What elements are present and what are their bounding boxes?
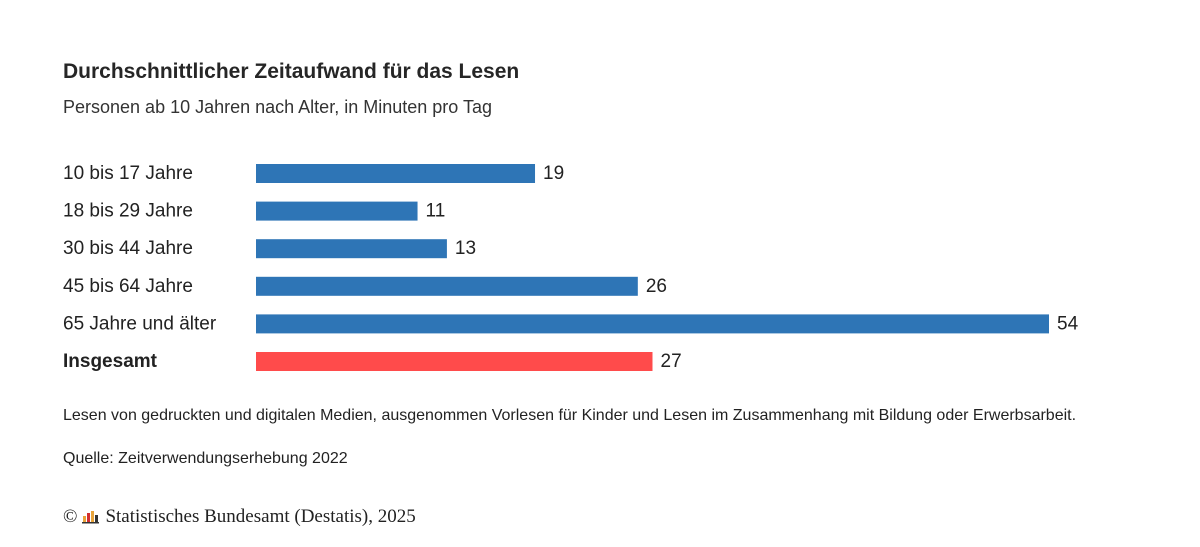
bar [256,239,447,259]
bar [256,276,638,296]
bar [256,164,536,183]
bar-total [256,352,653,371]
chart-subtitle: Personen ab 10 Jahren nach Alter, in Min… [63,97,492,117]
value-label: 27 [661,351,682,372]
bar [256,201,418,221]
copyright-text: Statistisches Bundesamt (Destatis), 2025 [105,506,416,527]
value-label: 19 [543,163,564,184]
category-label: 65 Jahre und älter [63,313,217,334]
destatis-logo-icon [82,511,100,524]
value-label: 13 [455,238,476,259]
value-label: 54 [1057,313,1079,334]
category-label: Insgesamt [63,351,158,372]
category-label: 18 bis 29 Jahre [63,201,193,222]
value-label: 11 [426,201,446,222]
category-label: 45 bis 64 Jahre [63,276,193,297]
copyright-symbol: © [63,506,78,527]
copyright: © Statistisches Bundesamt (Destatis), 20… [63,506,416,528]
category-label: 30 bis 44 Jahre [63,238,193,259]
bar-chart: 10 bis 17 Jahre 19 18 bis 29 Jahre 11 30 bis… [63,163,1079,372]
bar [256,314,1049,334]
category-label: 10 bis 17 Jahre [63,163,193,184]
chart-title: Durchschnittlicher Zeitaufwand für das L… [63,60,520,83]
value-label: 26 [646,276,667,297]
chart-note: Lesen von gedruckten und digitalen Medie… [63,407,1077,424]
chart-source: Quelle: Zeitverwendungserhebung 2022 [63,450,348,467]
